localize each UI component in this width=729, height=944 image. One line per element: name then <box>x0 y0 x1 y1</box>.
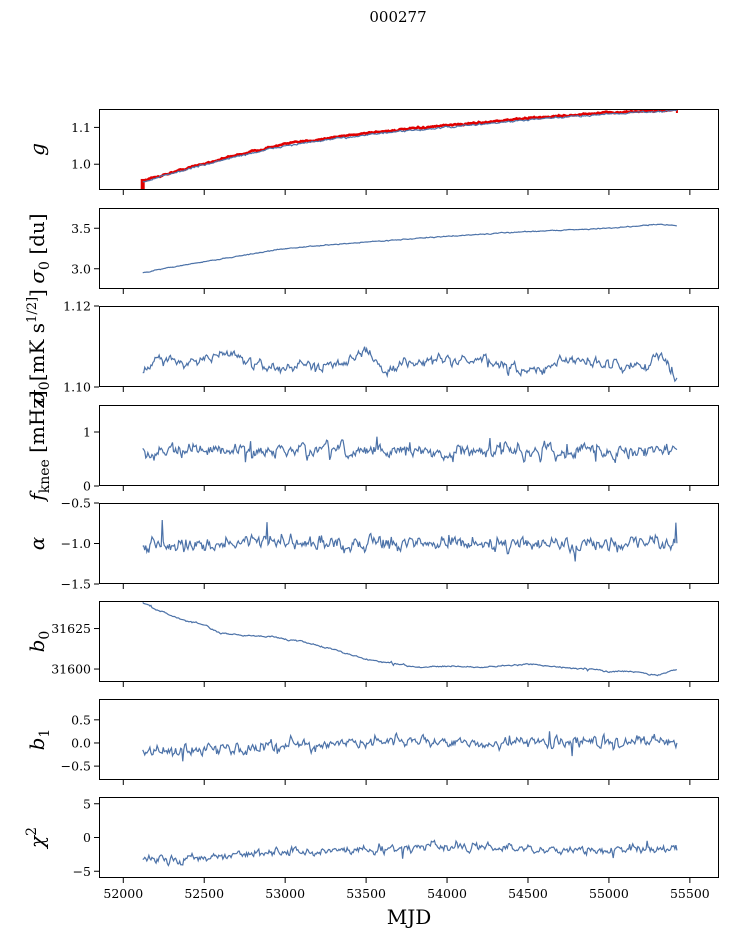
y-tick-label: 5 <box>83 796 91 811</box>
axes-frame <box>99 699 719 780</box>
x-tick-label: 52000 <box>103 886 143 901</box>
y-axis-label: α <box>25 536 49 550</box>
axes-frame <box>99 503 719 584</box>
y-tick-label: 0.5 <box>71 712 91 727</box>
axes-frame <box>99 208 719 289</box>
y-tick-label: 0 <box>83 830 91 845</box>
panel-chi2: −5 0 5 52000 52500 53000 53500 54000 54500 55000 5… <box>24 796 719 929</box>
series-line-sigma0_du <box>142 223 677 274</box>
y-tick-label: 3.0 <box>71 261 91 276</box>
series-line-b1 <box>142 731 678 762</box>
x-tick-label: 52500 <box>184 886 224 901</box>
y-tick-label: 0.0 <box>71 735 91 750</box>
series-line-alpha <box>142 519 678 562</box>
panel-g: 1.0 1.1 g <box>25 109 719 195</box>
y-axis-label: b1 <box>25 729 53 751</box>
axes-frame <box>99 109 719 190</box>
y-axis-label: b0 <box>25 631 53 653</box>
y-tick-label: 1.0 <box>71 157 91 172</box>
y-tick-label: 1.10 <box>63 380 91 395</box>
x-tick-label: 55000 <box>589 886 629 901</box>
axes-frame <box>99 797 719 878</box>
panel-alpha: −1.5 −1.0 −0.5 α <box>25 496 719 592</box>
y-tick-label: 3.5 <box>71 221 91 236</box>
panel-b1: −0.5 0.0 0.5 b1 <box>25 699 719 785</box>
y-tick-label: 31600 <box>51 662 91 677</box>
panels: 1.0 1.1 g 3.0 3.5 σ0 [du] 1.10 1.12 σ0[mK s1/2]]… <box>24 109 719 929</box>
y-tick-label: −1.5 <box>61 577 91 592</box>
y-tick-label: 1 <box>83 425 91 440</box>
panel-sigma0_mK: 1.10 1.12 σ0[mK s1/2]] <box>25 289 719 404</box>
y-tick-label: 31625 <box>51 621 91 636</box>
axes-frame <box>99 306 719 387</box>
y-axis-label: σ0[mK s1/2]] <box>25 289 53 404</box>
x-tick-label: 53000 <box>265 886 305 901</box>
series-line-sigma0_mK <box>142 346 678 383</box>
x-tick-label: 55500 <box>670 886 710 901</box>
figure-title: 000277 <box>369 8 426 26</box>
y-axis-label: σ0 [du] <box>25 213 53 283</box>
y-tick-label: 0 <box>83 479 91 494</box>
y-axis-label: χ2 <box>24 827 49 850</box>
x-tick-label: 54500 <box>508 886 548 901</box>
panel-sigma0_du: 3.0 3.5 σ0 [du] <box>25 208 719 294</box>
series-line-fknee <box>142 436 678 464</box>
y-tick-label: 1.12 <box>63 299 91 314</box>
series-line-g-reference <box>142 109 678 183</box>
y-axis-label: g <box>25 143 49 156</box>
panel-fknee: 0 1 fknee [mHz] <box>25 390 719 503</box>
y-axis-label: fknee [mHz] <box>25 390 53 502</box>
x-tick-label: 54000 <box>427 886 467 901</box>
axes-frame <box>99 405 719 486</box>
y-tick-label: −0.5 <box>61 759 91 774</box>
axes-frame <box>99 601 719 682</box>
y-tick-label: 1.1 <box>71 120 91 135</box>
series-line-g <box>142 109 678 183</box>
y-tick-label: −1.0 <box>61 536 91 551</box>
y-tick-label: −5 <box>73 864 91 879</box>
y-tick-label: −0.5 <box>61 496 91 511</box>
x-axis-label: MJD <box>387 905 432 929</box>
x-tick-label: 53500 <box>346 886 386 901</box>
series-line-b0 <box>142 602 677 677</box>
series-line-chi2 <box>142 839 678 867</box>
